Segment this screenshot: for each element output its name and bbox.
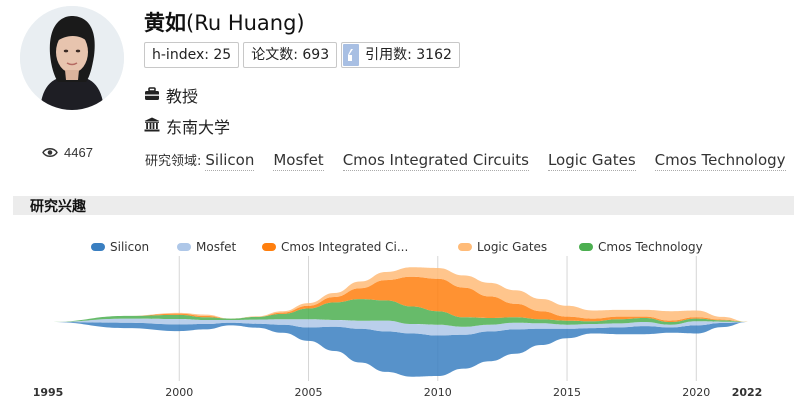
research-fields: 研究领域: Silicon Mosfet Cmos Integrated Cir… bbox=[145, 150, 804, 171]
citations-badge: 引用数: 3162 bbox=[341, 42, 460, 68]
citations-text: 引用数: 3162 bbox=[365, 47, 452, 63]
legend-item-cmos-technology[interactable]: Cmos Technology bbox=[579, 240, 703, 254]
eye-icon bbox=[42, 147, 58, 158]
x-tick-label-1995: 1995 bbox=[33, 386, 64, 399]
x-tick-label-2022: 2022 bbox=[732, 386, 763, 399]
legend-label-mosfet: Mosfet bbox=[196, 240, 237, 254]
legend-swatch-cmos-technology bbox=[579, 243, 593, 251]
section-header-bar bbox=[13, 196, 794, 215]
research-interest-streamgraph: 1995 2000 2005 2010 2015 2020 2022 bbox=[33, 256, 763, 399]
legend-swatch-silicon bbox=[91, 243, 105, 251]
legend-label-cmos-integrated-circuits: Cmos Integrated Ci... bbox=[281, 240, 409, 254]
legend-label-cmos-technology: Cmos Technology bbox=[598, 240, 703, 254]
view-count-value: 4467 bbox=[64, 145, 93, 160]
field-tag-mosfet[interactable]: Mosfet bbox=[273, 151, 324, 171]
stream-silicon[interactable] bbox=[50, 322, 748, 377]
avatar bbox=[20, 6, 124, 110]
academic-title-row: 教授 bbox=[144, 83, 198, 107]
scholar-name-en: (Ru Huang) bbox=[186, 11, 305, 35]
legend-item-logic-gates[interactable]: Logic Gates bbox=[458, 240, 547, 254]
field-tag-cmos-technology[interactable]: Cmos Technology bbox=[654, 151, 786, 171]
legend-swatch-cmos-integrated-circuits bbox=[262, 243, 276, 251]
stream-cmos-technology[interactable] bbox=[50, 299, 748, 327]
x-tick-label-2000: 2000 bbox=[165, 386, 193, 399]
organization-row: 东南大学 bbox=[144, 114, 230, 138]
legend-item-cmos-integrated-circuits[interactable]: Cmos Integrated Ci... bbox=[262, 240, 408, 254]
institution-icon bbox=[144, 117, 160, 136]
academic-title: 教授 bbox=[166, 87, 199, 106]
legend-swatch-mosfet bbox=[177, 243, 191, 251]
scholar-name-cn: 黄如 bbox=[144, 11, 186, 35]
field-tag-cmos-integrated-circuits[interactable]: Cmos Integrated Circuits bbox=[342, 151, 529, 171]
chart-legend: Silicon Mosfet Cmos Integrated Ci... Log… bbox=[0, 240, 804, 258]
papers-badge: 论文数: 693 bbox=[243, 42, 338, 68]
quote-icon bbox=[343, 44, 360, 66]
h-index-badge: h-index: 25 bbox=[144, 42, 240, 68]
chart-x-axis: 1995 2000 2005 2010 2015 2020 2022 bbox=[33, 386, 763, 399]
stream-logic-gates[interactable] bbox=[50, 267, 748, 322]
legend-swatch-logic-gates bbox=[458, 243, 472, 251]
x-tick-label-2020: 2020 bbox=[682, 386, 710, 399]
h-index-text: h-index: 25 bbox=[152, 47, 232, 63]
stream-mosfet[interactable] bbox=[50, 318, 748, 336]
x-tick-label-2005: 2005 bbox=[295, 386, 323, 399]
x-tick-label-2010: 2010 bbox=[424, 386, 452, 399]
field-tag-logic-gates[interactable]: Logic Gates bbox=[547, 151, 636, 171]
legend-label-logic-gates: Logic Gates bbox=[477, 240, 548, 254]
view-count: 4467 bbox=[42, 145, 93, 160]
stream-cmos-integrated-circuits[interactable] bbox=[50, 276, 748, 322]
legend-label-silicon: Silicon bbox=[110, 240, 150, 254]
section-title: 研究兴趣 bbox=[30, 199, 86, 215]
briefcase-icon bbox=[144, 86, 160, 105]
chart-streams bbox=[50, 267, 748, 377]
field-tag-silicon[interactable]: Silicon bbox=[205, 151, 255, 171]
organization-name[interactable]: 东南大学 bbox=[166, 118, 231, 137]
scholar-name: 黄如(Ru Huang) bbox=[144, 7, 305, 37]
legend-item-mosfet[interactable]: Mosfet bbox=[177, 240, 236, 254]
metrics-badges: h-index: 25 论文数: 693 引用数: 3162 bbox=[144, 42, 460, 68]
legend-item-silicon[interactable]: Silicon bbox=[91, 240, 149, 254]
research-fields-label: 研究领域: bbox=[145, 154, 202, 169]
x-tick-label-2015: 2015 bbox=[553, 386, 581, 399]
papers-text: 论文数: 693 bbox=[251, 47, 330, 63]
